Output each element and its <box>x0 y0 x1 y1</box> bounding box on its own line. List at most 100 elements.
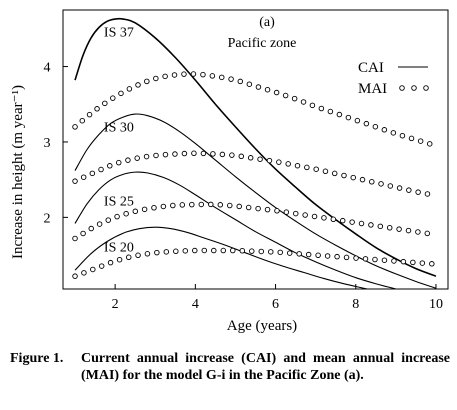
mai-point-is-37 <box>282 92 289 99</box>
mai-point-is-20 <box>135 252 141 259</box>
mai-point-is-20 <box>81 270 87 276</box>
y-axis-label: Increase in height (m year⁻¹) <box>10 85 26 259</box>
mai-point-is-30 <box>200 150 207 157</box>
mai-point-is-37 <box>237 78 244 85</box>
mai-point-is-30 <box>219 151 226 158</box>
mai-point-is-20 <box>419 260 426 266</box>
mai-point-is-20 <box>362 256 369 262</box>
mai-point-is-37 <box>354 117 361 124</box>
mai-point-is-25 <box>236 203 242 210</box>
mai-point-is-25 <box>302 212 308 218</box>
mai-point-is-25 <box>72 235 78 242</box>
mai-point-is-25 <box>170 202 176 209</box>
mai-point-is-25 <box>283 209 290 215</box>
mai-point-is-37 <box>264 86 271 93</box>
mai-point-is-20 <box>353 255 359 261</box>
mai-point-is-37 <box>190 71 197 77</box>
caption-text: Current annual increase (CAI) and mean a… <box>81 351 450 383</box>
mai-point-is-20 <box>429 261 435 267</box>
mai-point-is-20 <box>334 253 340 260</box>
y-tick-label: 2 <box>44 211 51 226</box>
mai-point-is-25 <box>293 210 299 217</box>
mai-point-is-37 <box>209 73 216 79</box>
chart: Increase in height (m year⁻¹) (a) Pacifi… <box>10 9 449 334</box>
mai-point-is-30 <box>387 183 394 189</box>
mai-point-is-37 <box>291 95 298 102</box>
mai-point-is-25 <box>368 222 374 228</box>
panel-label: (a) <box>259 15 275 30</box>
mai-point-is-37 <box>72 124 78 130</box>
mai-point-is-25 <box>132 208 139 215</box>
mai-point-is-25 <box>274 208 280 214</box>
legend-marker-mai <box>399 85 405 91</box>
mai-point-is-20 <box>400 258 407 265</box>
mai-point-is-37 <box>181 71 187 77</box>
mai-point-is-25 <box>321 215 327 221</box>
mai-point-is-20 <box>192 247 198 254</box>
mai-point-is-20 <box>249 248 255 254</box>
mai-point-is-20 <box>410 259 416 266</box>
mai-point-is-20 <box>286 250 293 256</box>
x-tick-label: 8 <box>352 297 359 312</box>
mai-point-is-25 <box>160 203 167 210</box>
mai-point-is-30 <box>134 155 140 161</box>
mai-point-is-30 <box>153 152 159 159</box>
mai-point-is-30 <box>266 157 273 164</box>
chart-title: Pacific zone <box>228 36 297 51</box>
y-tick-label: 4 <box>44 61 51 76</box>
mai-point-is-37 <box>200 71 206 78</box>
mai-point-is-30 <box>322 168 329 175</box>
mai-point-is-25 <box>189 201 195 208</box>
mai-point-is-25 <box>386 224 393 231</box>
mai-point-is-30 <box>143 153 150 160</box>
mai-point-is-25 <box>151 204 157 211</box>
mai-point-is-30 <box>247 155 254 161</box>
y-axis-label-group: Increase in height (m year⁻¹) <box>10 85 26 259</box>
mai-point-is-30 <box>229 152 235 158</box>
mai-point-is-25 <box>96 221 103 227</box>
mai-point-is-30 <box>98 166 104 173</box>
mai-point-is-20 <box>125 254 132 261</box>
mai-point-is-20 <box>230 247 236 254</box>
mai-point-is-30 <box>107 163 113 169</box>
mai-point-is-25 <box>330 216 337 223</box>
curve-label: IS 30 <box>104 120 134 135</box>
mai-point-is-37 <box>79 117 86 124</box>
mai-point-is-20 <box>258 248 265 255</box>
mai-point-is-37 <box>309 102 316 109</box>
mai-point-is-30 <box>181 150 188 157</box>
mai-point-is-25 <box>114 213 120 220</box>
mai-point-is-30 <box>294 162 301 169</box>
mai-point-is-30 <box>378 181 384 187</box>
mai-point-is-30 <box>125 157 131 163</box>
mai-point-is-30 <box>162 151 169 158</box>
mai-point-is-25 <box>424 230 431 237</box>
mai-point-is-37 <box>399 132 406 139</box>
mai-point-is-37 <box>363 120 370 127</box>
series-layer <box>72 17 437 289</box>
mai-point-is-37 <box>327 108 334 115</box>
mai-point-is-25 <box>311 213 318 220</box>
plot-frame <box>62 9 449 290</box>
mai-point-is-30 <box>172 151 178 157</box>
mai-point-is-37 <box>218 74 225 81</box>
mai-point-is-20 <box>239 247 246 254</box>
mai-point-is-37 <box>110 95 116 101</box>
axes: 2 4 6 8 10 2 3 4 <box>44 61 443 312</box>
mai-point-is-20 <box>343 254 350 261</box>
mai-point-is-20 <box>98 263 105 269</box>
mai-point-is-25 <box>339 217 346 224</box>
mai-point-is-20 <box>116 256 123 263</box>
mai-point-is-30 <box>191 150 197 157</box>
mai-point-is-25 <box>198 201 205 208</box>
mai-point-is-25 <box>179 202 186 208</box>
mai-point-is-25 <box>396 226 402 232</box>
mai-point-is-25 <box>217 202 224 208</box>
mai-point-is-37 <box>426 141 433 147</box>
mai-point-is-25 <box>141 206 148 213</box>
mai-point-is-30 <box>313 166 319 172</box>
mai-point-is-20 <box>324 253 331 259</box>
mai-point-is-20 <box>163 249 170 255</box>
mai-point-is-20 <box>381 257 388 263</box>
mai-point-is-20 <box>220 247 227 254</box>
